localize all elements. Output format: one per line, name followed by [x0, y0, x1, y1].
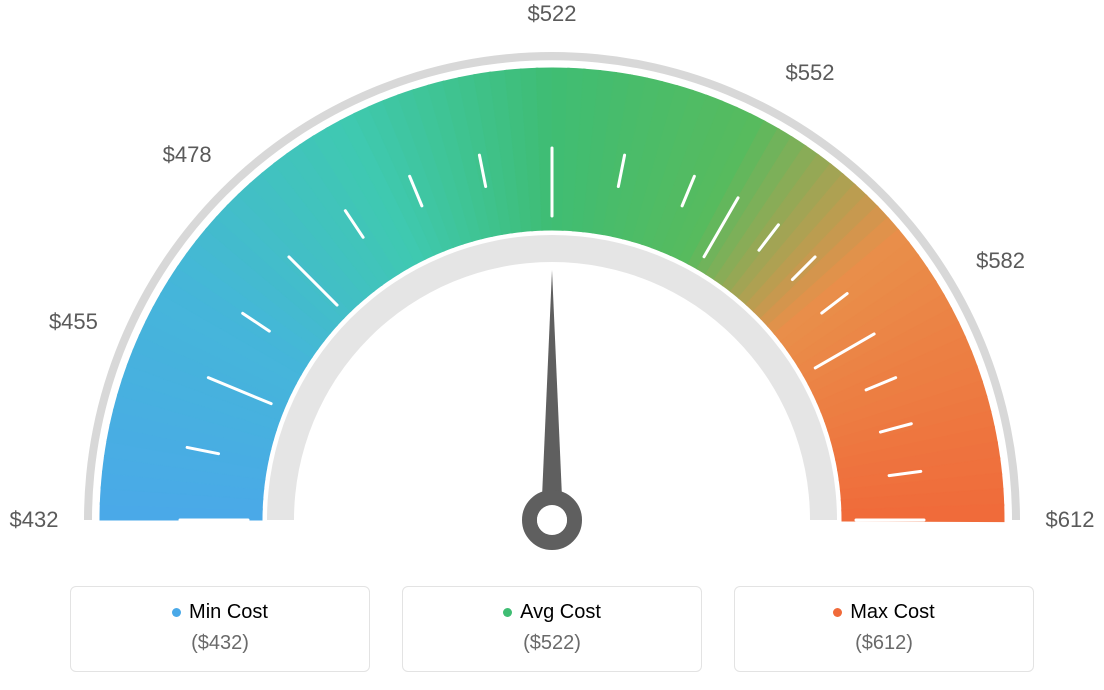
- dot-icon: [833, 608, 842, 617]
- legend-avg-title: Avg Cost: [503, 601, 601, 624]
- dot-icon: [172, 608, 181, 617]
- legend-card-min: Min Cost ($432): [70, 586, 370, 672]
- legend-avg-label: Avg Cost: [520, 601, 601, 624]
- legend-min-value: ($432): [89, 632, 351, 655]
- gauge-tick-label: $522: [528, 1, 577, 27]
- legend-max-title: Max Cost: [833, 601, 934, 624]
- gauge-tick-label: $582: [976, 248, 1025, 274]
- gauge-tick-label: $478: [163, 142, 212, 168]
- legend-card-avg: Avg Cost ($522): [402, 586, 702, 672]
- dot-icon: [503, 608, 512, 617]
- gauge-svg: [0, 0, 1104, 560]
- gauge-tick-label: $432: [10, 507, 59, 533]
- gauge-tick-label: $612: [1046, 507, 1095, 533]
- legend-min-label: Min Cost: [189, 601, 268, 624]
- legend-max-value: ($612): [753, 632, 1015, 655]
- legend-min-title: Min Cost: [172, 601, 268, 624]
- legend-avg-value: ($522): [421, 632, 683, 655]
- legend-max-label: Max Cost: [850, 601, 934, 624]
- gauge-tick-label: $552: [786, 60, 835, 86]
- legend-row: Min Cost ($432) Avg Cost ($522) Max Cost…: [0, 586, 1104, 672]
- gauge-tick-label: $455: [49, 309, 98, 335]
- gauge-chart: $432 $455 $478 $522 $552 $582 $612: [0, 0, 1104, 560]
- legend-card-max: Max Cost ($612): [734, 586, 1034, 672]
